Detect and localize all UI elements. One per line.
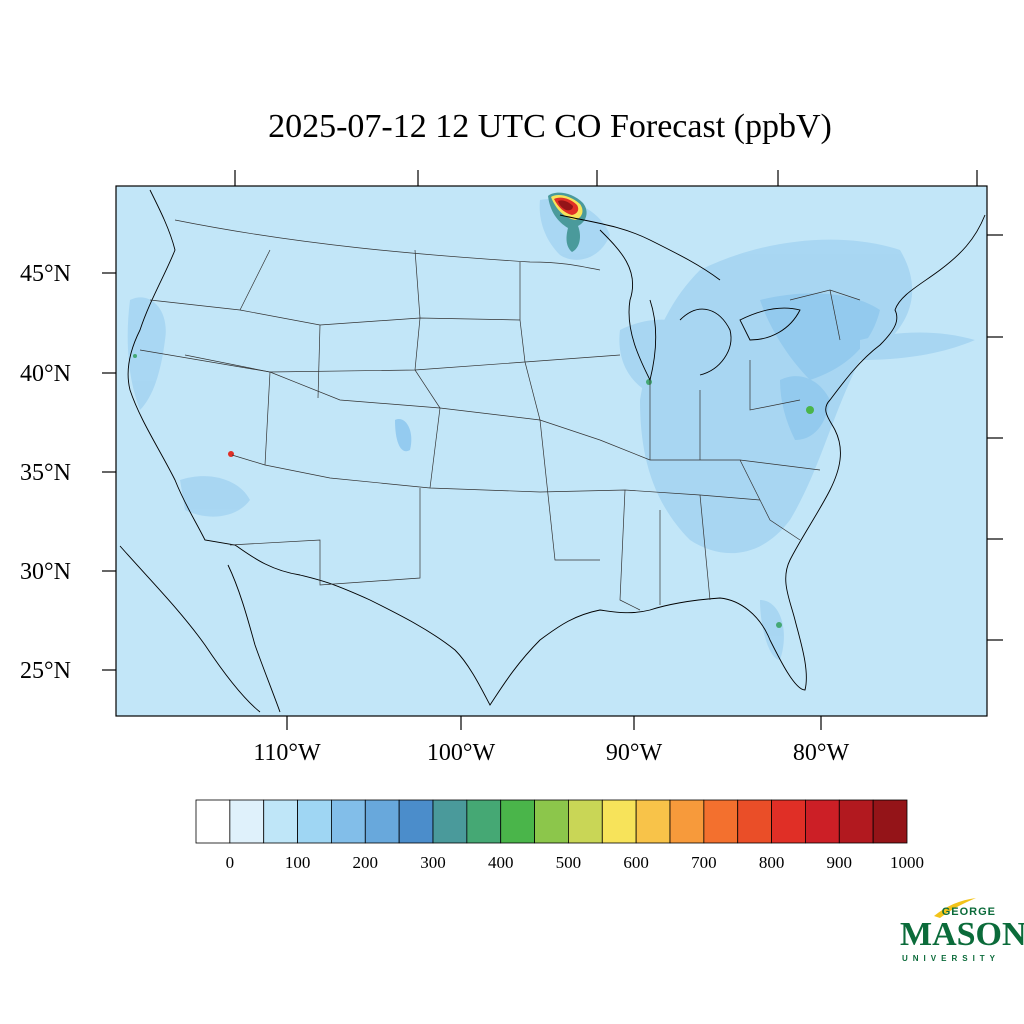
colorbar-swatch: [737, 799, 772, 844]
lon-label: 110°W: [253, 740, 321, 766]
colorbar-swatch: [534, 799, 569, 844]
colorbar-swatch: [229, 799, 265, 844]
colorbar-swatch: [601, 799, 637, 844]
colorbar-swatch: [364, 799, 400, 844]
colorbar-label: 0: [226, 853, 235, 872]
wildfire-hotspot: [133, 192, 814, 628]
lat-label: 30°N: [20, 559, 71, 585]
colorbar-label: 100: [285, 853, 311, 872]
coastlines: [119, 189, 986, 713]
colorbar-swatch: [432, 799, 468, 844]
colorbar-swatch: [568, 799, 603, 844]
colorbar-swatch: [838, 799, 874, 844]
colorbar-swatch: [635, 799, 671, 844]
logo-line1: GEORGE: [941, 906, 996, 918]
colorbar-swatch: [263, 799, 298, 844]
colorbar-label: 300: [420, 853, 446, 872]
logo-line3: UNIVERSITY: [902, 954, 1001, 963]
colorbar-label: 500: [556, 853, 582, 872]
lon-label: 90°W: [606, 740, 663, 766]
colorbar-label: 900: [827, 853, 853, 872]
axis-ticks: [102, 170, 1003, 730]
colorbar-swatch: [872, 799, 908, 844]
political-borders: [139, 219, 861, 611]
lat-label: 40°N: [20, 361, 71, 387]
colorbar-label: 200: [353, 853, 379, 872]
colorbar-swatch: [195, 799, 231, 844]
colorbar-swatch: [466, 799, 502, 844]
colorbar-label: 600: [623, 853, 649, 872]
colorbar-label: 800: [759, 853, 785, 872]
colorbar-labels: 0 100 200 300 400 500 600 700 800 900 1000: [226, 853, 924, 872]
colorbar-swatch: [703, 799, 739, 844]
colorbar-swatch: [500, 799, 535, 844]
logo-line2: MASON: [900, 916, 1024, 953]
lon-label: 100°W: [427, 740, 496, 766]
colorbar-label: 400: [488, 853, 514, 872]
university-logo: GEORGE MASON UNIVERSITY: [898, 898, 1024, 968]
colorbar-swatch: [805, 799, 840, 844]
colorbar-label: 700: [691, 853, 717, 872]
lon-label: 80°W: [793, 740, 850, 766]
colorbar-swatch: [398, 799, 434, 844]
lat-label: 45°N: [20, 261, 71, 287]
lat-label: 25°N: [20, 658, 71, 684]
colorbar-label: 1000: [890, 853, 924, 872]
lat-label: 35°N: [20, 460, 71, 486]
colorbar-swatch: [331, 799, 366, 844]
concentration-patches: [127, 199, 975, 660]
colorbar-swatch: [771, 799, 806, 844]
map-frame: [115, 185, 988, 717]
logo-swoosh-icon: [934, 898, 976, 918]
map-title: 2025-07-12 12 UTC CO Forecast (ppbV): [268, 108, 832, 145]
colorbar: [195, 799, 908, 844]
colorbar-swatch: [669, 799, 705, 844]
colorbar-swatch: [297, 799, 332, 844]
